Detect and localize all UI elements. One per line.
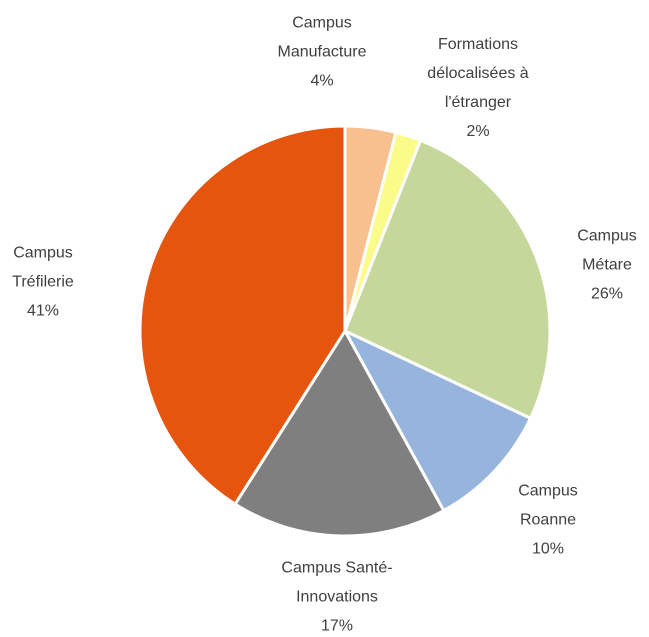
value-label: 10% [531,540,565,558]
pie-slice [343,138,552,421]
slice-label: Campus Roanne 10% [503,477,593,564]
category-label: Campus Santé-Innovations [281,559,393,606]
value-label: 4% [310,72,334,90]
category-label: Campus Métare [577,227,637,274]
value-label: 26% [590,285,624,303]
category-label: Formations délocalisées à l'étranger [427,36,529,111]
value-label: 41% [26,302,60,320]
slice-label: Campus Tréfilerie 41% [0,239,88,326]
pie-slice [138,124,347,507]
pie-slice [233,328,446,538]
value-label: 2% [466,123,490,140]
category-label: Campus Tréfilerie [12,244,74,291]
category-label: Campus Manufacture [277,14,367,61]
value-label: 17% [320,617,354,635]
slice-label: Formations délocalisées à l'étranger 2% [408,30,548,146]
pie-slice [341,327,533,513]
slice-label: Campus Métare 26% [562,222,649,309]
slice-label: Campus Santé-Innovations 17% [245,554,430,637]
category-label: Campus Roanne [518,482,578,529]
slice-label: Campus Manufacture 4% [257,9,387,96]
